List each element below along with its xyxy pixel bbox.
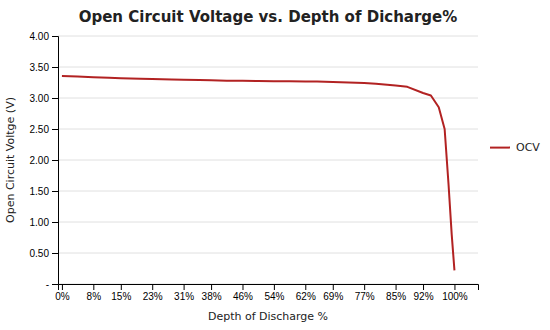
- tick-mark: [52, 191, 58, 192]
- plot-area: 0% 8% 15% 23% 31% 38% 46% 54% 62% 69% 77% 85% 92% 100…: [30, 31, 479, 302]
- tick-label: 2.50: [30, 124, 50, 135]
- grid-line: [58, 222, 478, 223]
- tick-label: 85%: [386, 291, 406, 302]
- tick: 8%: [87, 284, 102, 302]
- tick: 38%: [202, 284, 222, 302]
- tick: 0.50: [30, 248, 58, 259]
- tick-label: 69%: [323, 291, 343, 302]
- tick-mark: [52, 222, 58, 223]
- tick: 100%: [442, 284, 468, 302]
- tick-mark: [52, 36, 58, 37]
- grid-line: [58, 129, 478, 130]
- grid-line: [58, 36, 478, 37]
- tick-label: 15%: [111, 291, 131, 302]
- tick-mark: [184, 284, 185, 290]
- grid-line: [58, 98, 478, 99]
- tick-label: 23%: [143, 291, 163, 302]
- tick-mark: [396, 284, 397, 290]
- title: Open Circuit Voltage vs. Depth of Dichar…: [79, 8, 458, 26]
- tick-mark: [93, 284, 94, 290]
- tick-label: 3.50: [30, 62, 50, 73]
- tick-label: 77%: [355, 291, 375, 302]
- grid-line: [58, 160, 478, 161]
- tick-label: 1.00: [30, 217, 50, 228]
- tick: 2.50: [30, 124, 58, 135]
- legend-label: OCV: [516, 141, 540, 154]
- tick-label: 31%: [174, 291, 194, 302]
- tick-mark: [152, 284, 153, 290]
- tick-label: 92%: [414, 291, 434, 302]
- axis-line: [59, 285, 479, 291]
- y-axis-title: Open Circuit Voltge (V): [4, 97, 17, 223]
- tick: -: [46, 279, 58, 290]
- legend: OCV: [490, 141, 540, 154]
- tick-mark: [52, 98, 58, 99]
- tick-mark: [364, 284, 365, 290]
- tick: 46%: [233, 284, 253, 302]
- tick: 15%: [111, 284, 131, 302]
- tick-label: 0%: [55, 291, 70, 302]
- tick: 92%: [414, 284, 434, 302]
- tick: 69%: [323, 284, 343, 302]
- tick-mark: [52, 253, 58, 254]
- tick-label: 0.50: [30, 248, 50, 259]
- tick: 4.00: [30, 31, 58, 42]
- x-axis-title: Depth of Discharge %: [208, 310, 328, 323]
- tick-mark: [121, 284, 122, 290]
- tick: 2.00: [30, 155, 58, 166]
- tick-label: -: [46, 279, 49, 290]
- tick-mark: [333, 284, 334, 290]
- tick: 54%: [264, 284, 284, 302]
- chart: 0% 8% 15% 23% 31% 38% 46% 54% 62% 69% 77% 85% 92% 100…: [0, 0, 550, 330]
- tick-mark: [454, 284, 455, 290]
- tick-label: 8%: [87, 291, 102, 302]
- tick-mark: [305, 284, 306, 290]
- tick-label: 2.00: [30, 155, 50, 166]
- line: [62, 76, 455, 270]
- tick: 1.00: [30, 217, 58, 228]
- tick-label: 54%: [264, 291, 284, 302]
- tick-mark: [242, 284, 243, 290]
- tick: 77%: [355, 284, 375, 302]
- tick-label: 3.00: [30, 93, 50, 104]
- tick: 3.00: [30, 93, 58, 104]
- marks: [62, 76, 455, 270]
- tick: 0%: [55, 284, 70, 302]
- x-axis: 0% 8% 15% 23% 31% 38% 46% 54% 62% 69% 77% 85% 92% 100…: [55, 284, 478, 302]
- tick: 31%: [174, 284, 194, 302]
- tick-mark: [52, 129, 58, 130]
- tick: 23%: [143, 284, 163, 302]
- tick-mark: [423, 284, 424, 290]
- legend-swatch: [490, 147, 510, 149]
- tick-label: 4.00: [30, 31, 50, 42]
- y-axis: - 0.50 1.00 1.50 2.00 2.50 3.00 3.50 4.00: [30, 31, 59, 290]
- tick-label: 46%: [233, 291, 253, 302]
- grid-line: [58, 253, 478, 254]
- tick-label: 100%: [442, 291, 468, 302]
- axis-line: [52, 37, 59, 285]
- tick-label: 62%: [296, 291, 316, 302]
- tick-mark: [52, 160, 58, 161]
- grid: [58, 36, 478, 284]
- grid-line: [58, 67, 478, 68]
- tick-mark: [62, 284, 63, 290]
- tick: 62%: [296, 284, 316, 302]
- tick-label: 1.50: [30, 186, 50, 197]
- tick: 85%: [386, 284, 406, 302]
- tick-mark: [274, 284, 275, 290]
- tick: 1.50: [30, 186, 58, 197]
- tick-label: 38%: [202, 291, 222, 302]
- tick-mark: [52, 67, 58, 68]
- tick-mark: [52, 284, 58, 285]
- tick-mark: [211, 284, 212, 290]
- grid-line: [58, 191, 478, 192]
- tick: 3.50: [30, 62, 58, 73]
- legend-item: OCV: [490, 141, 540, 154]
